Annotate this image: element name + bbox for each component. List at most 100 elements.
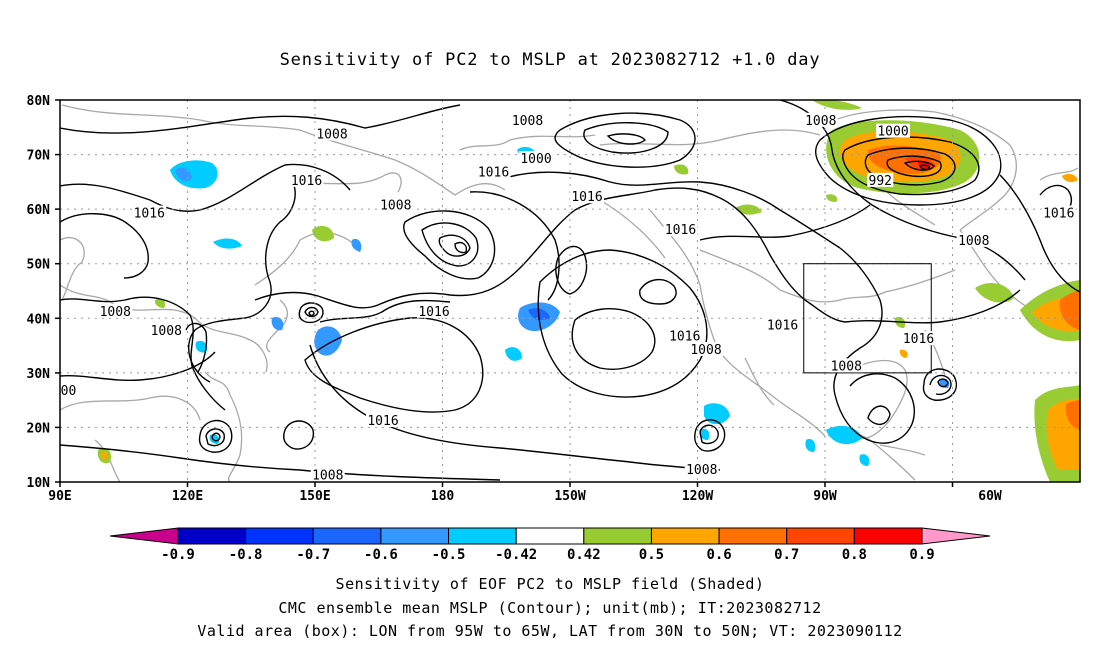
sensitivity-shading — [97, 100, 1080, 482]
valid-area-box — [803, 263, 932, 374]
contour-label: 00 — [61, 384, 77, 399]
colorbar-swatch — [448, 527, 517, 545]
contour-label-bg — [476, 164, 511, 179]
contour-label: 1008 — [805, 114, 836, 129]
contour-label-bg — [876, 123, 910, 138]
colorbar-label: 0.9 — [909, 547, 934, 563]
contour-label: 1008 — [831, 359, 862, 374]
lat-label: 50N — [27, 258, 51, 273]
caption-line-2: CMC ensemble mean MSLP (Contour); unit(m… — [278, 599, 822, 617]
colorbar-under-arrow — [109, 527, 179, 545]
graticule — [60, 100, 1080, 482]
colorbar-label: -0.7 — [296, 547, 330, 563]
colorbar-label: -0.8 — [229, 547, 263, 563]
colorbar-swatch — [650, 527, 720, 545]
contour-label: 1016 — [1043, 207, 1074, 222]
contour-label: 1000 — [877, 125, 908, 140]
contour-label-bg — [60, 382, 78, 397]
contour-label: 1016 — [665, 223, 696, 238]
contour-label: 1008 — [690, 343, 721, 358]
colorbar-swatch — [177, 527, 247, 545]
contour-label-bg — [570, 189, 604, 204]
contour-label-bg — [519, 151, 553, 166]
lon-label: 120W — [682, 489, 713, 504]
contour-label-bg — [901, 331, 936, 346]
contour-label-bg — [765, 317, 800, 332]
colorbar-over-arrow — [921, 527, 991, 545]
contour-label-bg — [149, 322, 184, 337]
contour-label-bg — [315, 126, 349, 141]
contour-label-bg — [663, 221, 698, 236]
lat-label: 70N — [27, 149, 51, 164]
colorbar-swatch — [786, 527, 855, 545]
colorbar-swatch — [245, 527, 314, 545]
contour-label: 1008 — [686, 463, 717, 478]
map-title: Sensitivity of PC2 to MSLP at 2023082712… — [279, 50, 821, 70]
lon-label: 150W — [554, 489, 585, 504]
contour-labels: 1008101610161008100810080010081000101610… — [60, 112, 1076, 482]
colorbar-label: 0.8 — [842, 547, 867, 563]
contour-label: 1000 — [520, 152, 551, 167]
colorbar-labels: -0.9 -0.8 -0.7 -0.6 -0.5 -0.42 0.42 0.5 0.6 0.7 0.… — [161, 547, 935, 563]
colorbar-label: -0.6 — [364, 547, 398, 563]
lat-label: 10N — [27, 476, 51, 491]
contour-label: 1016 — [903, 332, 934, 347]
contour-label: 1016 — [367, 414, 398, 429]
contour-label: 1016 — [418, 305, 449, 320]
contour-label: 1008 — [100, 305, 131, 320]
lat-label: 40N — [27, 312, 51, 327]
caption-line-3: Valid area (box): LON from 95W to 65W, L… — [197, 622, 903, 640]
contour-label-bg — [956, 232, 991, 247]
lat-label: 20N — [27, 421, 51, 436]
contour-label: 1016 — [571, 190, 602, 205]
colorbar-label: -0.9 — [161, 547, 195, 563]
contour-label-bg — [829, 358, 864, 373]
colorbar-label: -0.42 — [495, 547, 537, 563]
lon-label: 90E — [48, 489, 71, 504]
map-plot-area: 1008101610161008100810080010081000101610… — [60, 100, 1080, 482]
colorbar-label: 0.42 — [567, 547, 601, 563]
colorbar-label: -0.5 — [432, 547, 466, 563]
lat-label: 30N — [27, 367, 51, 382]
contour-label-bg — [803, 112, 838, 127]
axis-ticks — [55, 99, 954, 487]
lon-label: 150E — [299, 489, 330, 504]
lat-label: 60N — [27, 203, 51, 218]
colorbar-label: 0.5 — [639, 547, 664, 563]
colorbar-swatch — [583, 527, 652, 545]
lat-label: 80N — [27, 94, 51, 109]
contour-label: 1008 — [316, 127, 347, 142]
contour-label: 1016 — [767, 318, 798, 333]
colorbar-swatch — [312, 527, 382, 545]
contour-label: 1008 — [380, 198, 411, 213]
contour-label: 1016 — [134, 207, 165, 222]
colorbar-label: 0.6 — [706, 547, 731, 563]
contour-label: 1016 — [669, 329, 700, 344]
latitude-labels: 80N 70N 60N 50N 40N 30N 20N 10N — [27, 94, 51, 491]
lon-label: 90W — [813, 489, 837, 504]
colorbar-swatch — [515, 527, 585, 545]
contour-label-bg — [689, 342, 723, 357]
contour-label-bg — [366, 412, 400, 427]
colorbar-swatch — [853, 527, 923, 545]
mslp-contours — [60, 100, 1080, 481]
contour-label-bg — [867, 172, 894, 187]
colorbar-boxes — [177, 527, 923, 545]
contour-label-bg — [132, 205, 167, 220]
contour-label: 1016 — [478, 166, 509, 181]
contour-label: 1016 — [291, 174, 322, 189]
caption-line-1: Sensitivity of EOF PC2 to MSLP field (Sh… — [335, 575, 765, 593]
colorbar-label: 0.7 — [774, 547, 799, 563]
contour-label: 1008 — [512, 114, 543, 129]
colorbar: -0.9 -0.8 -0.7 -0.6 -0.5 -0.42 0.42 0.5 0.6 0.7 0.… — [109, 527, 991, 563]
contour-label-bg — [417, 303, 451, 318]
contour-label-bg — [510, 112, 545, 127]
lon-label: 120E — [172, 489, 203, 504]
contour-label: 1008 — [151, 324, 182, 339]
contour-label-bg — [378, 197, 413, 212]
contour-label-bg — [684, 462, 719, 477]
contour-label-bg — [1041, 205, 1076, 220]
colorbar-swatch — [380, 527, 450, 545]
lon-label: 180 — [431, 489, 455, 504]
